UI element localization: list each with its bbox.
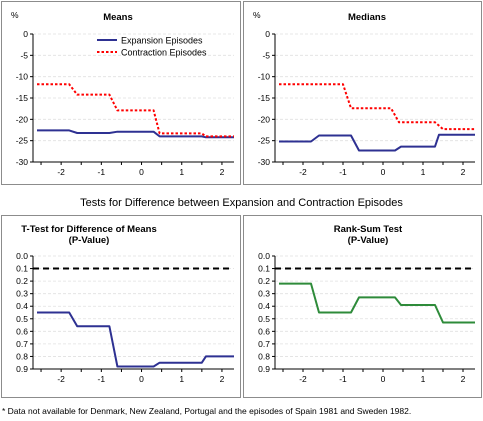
x-tick-label: 1 bbox=[179, 167, 184, 177]
x-tick-label: 0 bbox=[139, 374, 144, 384]
y-tick-label: 0.9 bbox=[258, 364, 270, 374]
chart-title: Rank-Sum Test bbox=[334, 224, 403, 235]
y-tick-label: -10 bbox=[16, 72, 29, 82]
x-tick-label: -1 bbox=[98, 167, 106, 177]
x-tick-label: -1 bbox=[339, 374, 347, 384]
medians-chart: Medians%0-5-10-15-20-25-30-2 -1 0 1 2 bbox=[253, 10, 475, 177]
unit-label: % bbox=[11, 10, 19, 20]
ttest-chart-panel: T-Test for Difference of Means (P-Value) 0… bbox=[1, 215, 241, 398]
y-tick-label: -30 bbox=[258, 157, 271, 167]
means-chart-panel: Means% 0 -5 -10 -15 -20 -25 -30 -2 -1 0 1 2 Expansion… bbox=[1, 1, 241, 185]
x-tick-label: -2 bbox=[57, 374, 65, 384]
x-tick-label: -1 bbox=[339, 167, 347, 177]
y-tick-label: 0 bbox=[265, 29, 270, 39]
x-tick-label: 2 bbox=[461, 374, 466, 384]
y-tick-label: -25 bbox=[258, 136, 271, 146]
ranksum-chart: Rank-Sum Test(P-Value) 0.0 0.1 0.2 0.3 0.4 0.5… bbox=[258, 224, 475, 384]
y-tick-label: -10 bbox=[258, 72, 271, 82]
unit-label: % bbox=[253, 10, 261, 20]
y-tick-label: 0.3 bbox=[258, 289, 270, 299]
y-tick-label: -30 bbox=[16, 157, 29, 167]
y-tick-label: -5 bbox=[262, 50, 270, 60]
y-tick-label: 0.1 bbox=[258, 264, 270, 274]
means-chart: Means%0-5-10-15-20-25-30-2 -1 0 1 2Expansion… bbox=[11, 10, 234, 177]
ttest-chart: T-Test for Difference of Means(P-Value) 0… bbox=[16, 224, 234, 384]
chart-subtitle: (P-Value) bbox=[348, 235, 389, 246]
y-tick-label: -20 bbox=[16, 114, 29, 124]
x-tick-label: 2 bbox=[220, 374, 225, 384]
series-line-0 bbox=[37, 311, 234, 368]
footnote: * Data not available for Denmark, New Ze… bbox=[2, 406, 412, 416]
y-tick-label: 0.4 bbox=[258, 301, 270, 311]
chart-title: Medians bbox=[348, 12, 386, 23]
x-tick-label: -1 bbox=[98, 374, 106, 384]
y-tick-label: -20 bbox=[258, 114, 271, 124]
x-tick-label: -2 bbox=[57, 167, 65, 177]
x-tick-label: 1 bbox=[421, 167, 426, 177]
y-tick-label: 0.5 bbox=[16, 314, 28, 324]
x-tick-label: -2 bbox=[299, 167, 307, 177]
y-tick-label: -25 bbox=[16, 136, 29, 146]
y-tick-label: 0.6 bbox=[258, 326, 270, 336]
x-tick-label: 1 bbox=[421, 374, 426, 384]
x-tick-label: 2 bbox=[220, 167, 225, 177]
y-tick-label: 0.9 bbox=[16, 364, 28, 374]
y-tick-label: -15 bbox=[258, 93, 271, 103]
y-tick-label: 0.2 bbox=[16, 276, 28, 286]
medians-chart-panel: Medians% 0 -5 -10 -15 -20 -25 -30 -2 -1 0 1 2 bbox=[243, 1, 482, 185]
y-tick-label: 0.8 bbox=[16, 351, 28, 361]
series-line-0 bbox=[37, 129, 234, 139]
y-tick-label: -5 bbox=[20, 50, 28, 60]
legend-label-1: Contraction Episodes bbox=[121, 48, 207, 58]
x-tick-label: 1 bbox=[179, 374, 184, 384]
x-tick-label: 0 bbox=[381, 167, 386, 177]
series-line-1 bbox=[279, 83, 475, 131]
chart-title: Means bbox=[103, 12, 133, 23]
y-tick-label: 0.7 bbox=[258, 339, 270, 349]
series-line-1 bbox=[37, 83, 234, 138]
series-line-0 bbox=[279, 282, 475, 324]
chart-title: T-Test for Difference of Means bbox=[21, 224, 157, 235]
y-tick-label: 0.7 bbox=[16, 339, 28, 349]
legend-label-0: Expansion Episodes bbox=[121, 36, 203, 46]
ranksum-chart-panel: Rank-Sum Test (P-Value) 0.0 0.1 0.2 0.3 0.4 0.5… bbox=[243, 215, 482, 398]
y-tick-label: 0.0 bbox=[258, 251, 270, 261]
y-tick-label: 0.4 bbox=[16, 301, 28, 311]
y-tick-label: 0.3 bbox=[16, 289, 28, 299]
x-tick-label: 2 bbox=[461, 167, 466, 177]
x-tick-label: 0 bbox=[139, 167, 144, 177]
section-title: Tests for Difference between Expansion a… bbox=[80, 197, 403, 209]
x-tick-label: 0 bbox=[381, 374, 386, 384]
y-tick-label: 0 bbox=[23, 29, 28, 39]
y-tick-label: -15 bbox=[16, 93, 29, 103]
y-tick-label: 0.8 bbox=[258, 351, 270, 361]
y-tick-label: 0.5 bbox=[258, 314, 270, 324]
y-tick-label: 0.0 bbox=[16, 251, 28, 261]
series-line-0 bbox=[279, 133, 475, 152]
y-tick-label: 0.6 bbox=[16, 326, 28, 336]
x-tick-label: -2 bbox=[299, 374, 307, 384]
y-tick-label: 0.2 bbox=[258, 276, 270, 286]
y-tick-label: 0.1 bbox=[16, 264, 28, 274]
chart-subtitle: (P-Value) bbox=[69, 235, 110, 246]
